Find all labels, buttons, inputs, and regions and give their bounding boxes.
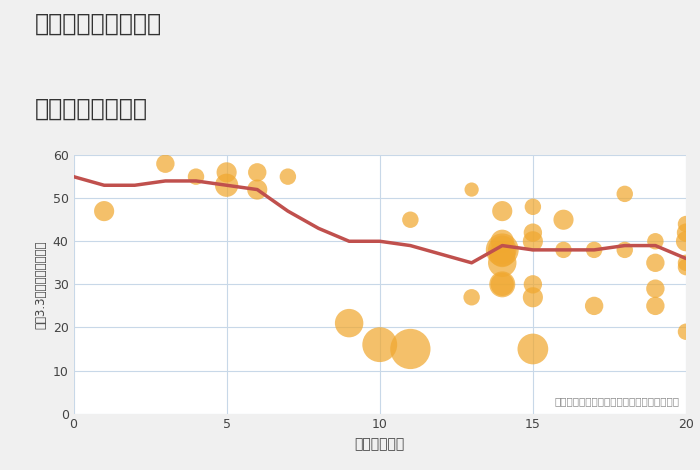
Point <box>190 173 202 180</box>
Point <box>497 207 508 215</box>
Point <box>282 173 293 180</box>
Point <box>497 281 508 288</box>
Point <box>221 181 232 189</box>
Text: 円の大きさは、取引のあった物件面積を示す: 円の大きさは、取引のあった物件面積を示す <box>555 396 680 406</box>
Point <box>497 281 508 288</box>
Point <box>527 345 538 352</box>
Text: 駅距離別土地価格: 駅距離別土地価格 <box>35 96 148 120</box>
Point <box>527 229 538 236</box>
Point <box>589 246 600 254</box>
Point <box>619 190 630 197</box>
Point <box>344 320 355 327</box>
Point <box>650 285 661 292</box>
Point <box>252 186 263 193</box>
Point <box>558 216 569 223</box>
Point <box>558 246 569 254</box>
Point <box>221 169 232 176</box>
X-axis label: 駅距離（分）: 駅距離（分） <box>355 437 405 451</box>
Point <box>650 237 661 245</box>
Text: 奈良県奈良市朱雀の: 奈良県奈良市朱雀の <box>35 12 162 36</box>
Point <box>680 259 692 266</box>
Point <box>99 207 110 215</box>
Point <box>497 237 508 245</box>
Point <box>405 216 416 223</box>
Point <box>650 259 661 266</box>
Point <box>619 246 630 254</box>
Point <box>527 203 538 211</box>
Point <box>650 302 661 310</box>
Point <box>466 186 477 193</box>
Point <box>680 220 692 228</box>
Point <box>466 293 477 301</box>
Point <box>680 229 692 236</box>
Point <box>527 281 538 288</box>
Point <box>680 237 692 245</box>
Point <box>680 263 692 271</box>
Point <box>405 345 416 352</box>
Point <box>527 237 538 245</box>
Point <box>680 328 692 336</box>
Point <box>497 246 508 254</box>
Point <box>497 259 508 266</box>
Point <box>160 160 171 167</box>
Point <box>252 169 263 176</box>
Point <box>527 293 538 301</box>
Point <box>374 341 385 348</box>
Point <box>589 302 600 310</box>
Y-axis label: 坪（3.3㎡）単価（万円）: 坪（3.3㎡）単価（万円） <box>34 240 47 329</box>
Point <box>497 251 508 258</box>
Point <box>497 246 508 254</box>
